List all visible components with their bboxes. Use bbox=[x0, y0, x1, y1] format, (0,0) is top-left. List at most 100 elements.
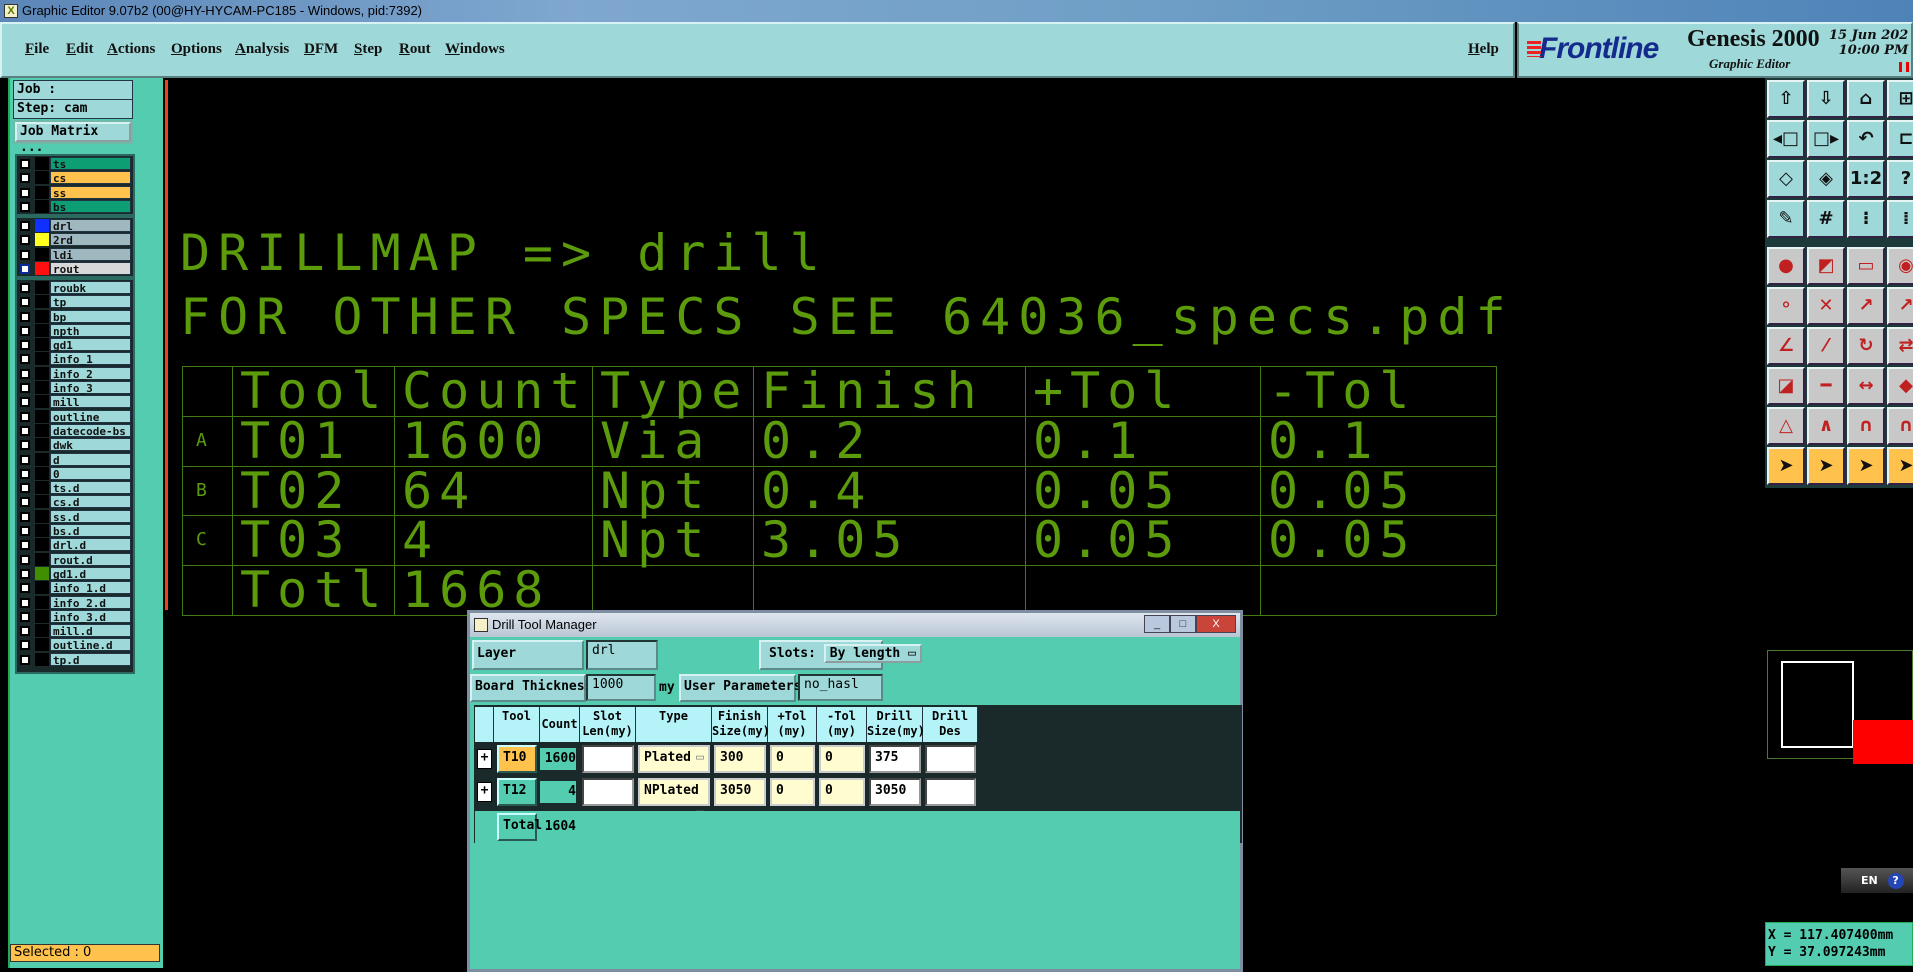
layer-row[interactable]: ts bbox=[18, 157, 132, 171]
pause-icon[interactable] bbox=[1899, 62, 1909, 72]
arch-cross-icon[interactable]: ∩ bbox=[1887, 407, 1913, 445]
layer-row[interactable]: datecode-bs bbox=[18, 423, 132, 438]
menu-dfm[interactable]: DFM bbox=[304, 41, 339, 57]
layer-checkbox[interactable] bbox=[20, 368, 30, 379]
layer-name[interactable]: 0 bbox=[50, 466, 131, 481]
layer-name[interactable]: cs bbox=[50, 171, 131, 185]
layer-name[interactable]: datecode-bs bbox=[50, 423, 131, 438]
grid-icon[interactable]: # bbox=[1807, 200, 1845, 238]
connect-nodes-icon[interactable]: ⚬ bbox=[1767, 287, 1805, 325]
grid-window-icon[interactable]: ⊞ bbox=[1887, 80, 1913, 118]
tool-button[interactable]: T10 bbox=[497, 745, 537, 773]
column-header[interactable]: Type bbox=[636, 707, 712, 742]
layer-name[interactable]: ss.d bbox=[50, 509, 131, 524]
layer-name[interactable]: ts.d bbox=[50, 481, 131, 495]
finish-input[interactable]: 300 bbox=[714, 745, 766, 773]
layer-checkbox[interactable] bbox=[20, 454, 30, 465]
tools-palette-icon[interactable]: ✎ bbox=[1767, 200, 1805, 238]
layer-row[interactable]: bs.d bbox=[18, 524, 132, 538]
layer-name[interactable]: tp bbox=[50, 295, 131, 309]
layer-row[interactable]: 2rd bbox=[18, 233, 132, 247]
move-point-blue-icon[interactable]: ↗ bbox=[1887, 287, 1913, 325]
pad-dashed-icon[interactable]: ◉ bbox=[1887, 247, 1913, 285]
layer-checkbox[interactable] bbox=[20, 297, 30, 308]
layer-row[interactable]: info_2.d bbox=[18, 595, 132, 610]
menu-actions[interactable]: Actions bbox=[107, 41, 156, 57]
triangle-up-icon[interactable]: △ bbox=[1767, 407, 1805, 445]
layer-row[interactable]: dwk bbox=[18, 438, 132, 452]
dropdown-arrow-icon[interactable]: ▭ bbox=[696, 750, 704, 765]
rout-box-icon[interactable]: ⊏ bbox=[1887, 120, 1913, 158]
type-dropdown[interactable]: Plated ▭ bbox=[638, 745, 710, 773]
layer-name[interactable]: cs.d bbox=[50, 495, 131, 509]
layer-checkbox[interactable] bbox=[20, 568, 30, 579]
layer-checkbox[interactable] bbox=[20, 397, 30, 408]
measure-4-icon[interactable]: ↔ bbox=[1847, 367, 1885, 405]
column-header[interactable]: Slot Len(my) bbox=[580, 707, 636, 742]
drill-input[interactable]: 3050 bbox=[869, 778, 921, 806]
zoom-center-icon[interactable]: ◈ bbox=[1807, 160, 1845, 198]
menu-windows[interactable]: Windows bbox=[445, 41, 505, 57]
expand-icon[interactable]: + bbox=[477, 749, 492, 769]
layer-checkbox[interactable] bbox=[20, 597, 30, 608]
zoom-fit-icon[interactable]: ◇ bbox=[1767, 160, 1805, 198]
layer-row[interactable]: ts.d bbox=[18, 481, 132, 495]
move-left-icon[interactable]: ◂□ bbox=[1767, 120, 1805, 158]
layer-checkbox[interactable] bbox=[20, 440, 30, 451]
menu-help[interactable]: Help bbox=[1468, 41, 1499, 57]
layer-row[interactable]: drl bbox=[18, 219, 132, 233]
save-down-icon[interactable]: ⇩ bbox=[1807, 80, 1845, 118]
layer-name[interactable]: ss bbox=[50, 185, 131, 200]
layer-row[interactable]: outline bbox=[18, 409, 132, 424]
layer-checkbox[interactable] bbox=[20, 201, 30, 212]
layer-row[interactable]: rout bbox=[18, 261, 132, 276]
layer-row[interactable]: info_3 bbox=[18, 381, 132, 395]
column-header[interactable]: Count bbox=[540, 707, 580, 742]
slot-input[interactable] bbox=[582, 745, 634, 773]
mirror-icon[interactable]: ⇄ bbox=[1887, 327, 1913, 365]
layer-name[interactable]: outline bbox=[50, 409, 131, 424]
menu-analysis[interactable]: Analysis bbox=[235, 41, 290, 57]
menu-rout[interactable]: Rout bbox=[399, 41, 431, 57]
layer-checkbox[interactable] bbox=[20, 383, 30, 394]
layer-input[interactable]: drl bbox=[586, 640, 658, 670]
menu-file[interactable]: File bbox=[25, 41, 50, 57]
layer-checkbox[interactable] bbox=[20, 640, 30, 651]
arc-rotate-icon[interactable]: ↻ bbox=[1847, 327, 1885, 365]
layer-checkbox[interactable] bbox=[20, 325, 30, 336]
angle-edit-icon[interactable]: ∠ bbox=[1767, 327, 1805, 365]
column-header[interactable] bbox=[475, 707, 494, 742]
line-split-icon[interactable]: ━ bbox=[1807, 367, 1845, 405]
layer-row[interactable]: rout.d bbox=[18, 552, 132, 567]
layer-checkbox[interactable] bbox=[20, 511, 30, 522]
layer-name[interactable]: rout bbox=[50, 261, 131, 276]
layer-checkbox[interactable] bbox=[20, 340, 30, 351]
layer-checkbox[interactable] bbox=[20, 249, 30, 260]
layer-checkbox[interactable] bbox=[20, 235, 30, 246]
layer-name[interactable]: bs bbox=[50, 199, 131, 214]
drill-input[interactable]: 375 bbox=[869, 745, 921, 773]
layer-checkbox[interactable] bbox=[20, 425, 30, 436]
open-up-icon[interactable]: ⇧ bbox=[1767, 80, 1805, 118]
layer-row[interactable]: drl.d bbox=[18, 538, 132, 552]
expand-icon[interactable]: + bbox=[477, 782, 492, 802]
layer-name[interactable]: ts bbox=[50, 157, 131, 171]
layer-name[interactable]: ldi bbox=[50, 247, 131, 262]
ptol-input[interactable]: 0 bbox=[770, 745, 815, 773]
layer-name[interactable]: outline.d bbox=[50, 638, 131, 652]
layer-checkbox[interactable] bbox=[20, 497, 30, 508]
ruler-icon[interactable]: ▭ bbox=[1847, 247, 1885, 285]
layer-name[interactable]: info_3 bbox=[50, 381, 131, 395]
finish-input[interactable]: 3050 bbox=[714, 778, 766, 806]
layer-checkbox[interactable] bbox=[20, 263, 30, 274]
layer-name[interactable]: info_3.d bbox=[50, 609, 131, 624]
column-header[interactable]: -Tol (my) bbox=[817, 707, 867, 742]
layer-name[interactable]: d bbox=[50, 452, 131, 467]
layer-name[interactable]: dwk bbox=[50, 438, 131, 452]
column-header[interactable]: Drill Des bbox=[923, 707, 978, 742]
line-edit-icon[interactable]: ⁄ bbox=[1807, 327, 1845, 365]
layer-row[interactable]: roubk bbox=[18, 281, 132, 295]
menu-step[interactable]: Step bbox=[354, 41, 383, 57]
layer-checkbox[interactable] bbox=[20, 221, 30, 231]
layer-checkbox[interactable] bbox=[20, 354, 30, 365]
